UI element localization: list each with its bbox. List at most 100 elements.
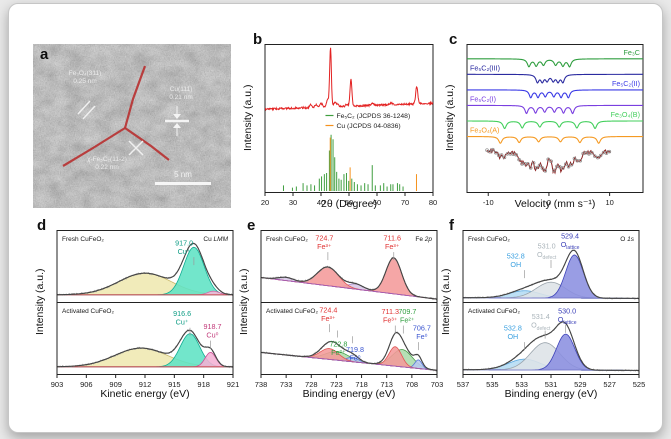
x-axis-label-e: Binding energy (eV) (302, 388, 396, 400)
svg-text:917.0: 917.0 (175, 239, 193, 248)
parallel-mark (82, 105, 96, 120)
svg-text:Fe₅C₂(III): Fe₅C₂(III) (470, 63, 500, 72)
svg-text:Cu⁺: Cu⁺ (176, 318, 189, 327)
svg-text:525: 525 (633, 380, 646, 389)
tem-annotation-line: 0.25 nm (73, 78, 97, 86)
svg-text:535: 535 (486, 380, 499, 389)
svg-text:906: 906 (80, 380, 93, 389)
svg-text:0: 0 (547, 198, 551, 207)
svg-text:537: 537 (457, 380, 470, 389)
svg-text:533: 533 (515, 380, 528, 389)
y-axis-label-d: Intensity (a.u.) (34, 268, 46, 336)
svg-text:703: 703 (431, 380, 444, 389)
svg-text:713: 713 (380, 380, 393, 389)
svg-text:Olattice: Olattice (558, 315, 577, 326)
svg-text:OH: OH (507, 332, 518, 341)
y-axis-label-e: Intensity (a.u.) (238, 268, 250, 336)
svg-text:Fe²⁺: Fe²⁺ (331, 348, 346, 357)
svg-text:529.4: 529.4 (561, 231, 579, 240)
x-axis-label-c: Velocity (mm s⁻¹) (514, 198, 596, 210)
svg-text:738: 738 (255, 380, 268, 389)
svg-text:Odefect: Odefect (531, 321, 551, 332)
svg-text:Fe⁰: Fe⁰ (349, 354, 360, 363)
svg-text:Fe₅C₂(I): Fe₅C₂(I) (470, 94, 496, 103)
svg-text:723: 723 (330, 380, 343, 389)
panel-letter-d: d (37, 217, 47, 234)
svg-text:50: 50 (345, 198, 353, 207)
tem-annotation-line: χ-Fe₅C₂(11-2) (87, 156, 127, 163)
panel-letter-f: f (449, 217, 454, 234)
svg-text:918: 918 (197, 380, 210, 389)
svg-text:733: 733 (280, 380, 293, 389)
svg-text:Cu⁺: Cu⁺ (178, 247, 191, 256)
svg-text:Fresh CuFeO₂: Fresh CuFeO₂ (468, 236, 510, 243)
grain-boundary-line (123, 65, 147, 129)
svg-text:918.7: 918.7 (203, 322, 221, 331)
svg-text:719.8: 719.8 (346, 345, 364, 354)
svg-text:903: 903 (51, 380, 64, 389)
svg-text:Cu⁰: Cu⁰ (206, 331, 218, 340)
svg-text:Activated CuFeO₂: Activated CuFeO₂ (266, 308, 318, 315)
svg-text:Fresh CuFeO₂: Fresh CuFeO₂ (266, 236, 308, 243)
svg-text:Fe²⁺: Fe²⁺ (400, 316, 415, 325)
svg-text:Fe₅C₂(II): Fe₅C₂(II) (612, 79, 640, 88)
svg-text:724.7: 724.7 (315, 234, 333, 243)
svg-text:Fe³⁺: Fe³⁺ (383, 316, 398, 325)
svg-text:OH: OH (510, 260, 521, 269)
svg-text:916.6: 916.6 (173, 309, 191, 318)
svg-text:711.3: 711.3 (382, 307, 399, 316)
panel-letter-a: a (40, 46, 49, 63)
grain-boundary-line (62, 127, 126, 167)
svg-text:O 1s: O 1s (620, 236, 634, 243)
svg-text:Fe₃C: Fe₃C (623, 48, 640, 57)
svg-text:Fe³⁺: Fe³⁺ (321, 314, 336, 323)
svg-text:Odefect: Odefect (537, 250, 557, 261)
y-axis-label-b: Intensity (a.u.) (242, 84, 254, 152)
o-1s-chart: Fresh CuFeO₂ O 1s532.8OH531.0Odefect529.4… (457, 230, 646, 389)
svg-text:Fe³⁺: Fe³⁺ (317, 242, 332, 251)
x-axis-label-b: 2θ (Degree) (320, 198, 378, 210)
svg-text:Activated CuFeO₂: Activated CuFeO₂ (468, 308, 520, 315)
cross-mark (128, 140, 144, 156)
tem-annotation-cu: Cu(111) 0.21 nm (151, 86, 211, 103)
svg-text:Fe³⁺: Fe³⁺ (385, 242, 400, 251)
scalebar (155, 182, 211, 185)
arrow-down-icon (173, 114, 181, 119)
svg-text:722.8: 722.8 (329, 339, 347, 348)
svg-text:531.0: 531.0 (538, 242, 556, 251)
svg-text:915: 915 (168, 380, 181, 389)
tem-overlay-graphics (33, 44, 231, 208)
svg-text:-10: -10 (483, 198, 494, 207)
svg-text:Cu (JCPDS 04-0836): Cu (JCPDS 04-0836) (336, 123, 400, 130)
svg-text:711.6: 711.6 (384, 234, 401, 243)
svg-text:70: 70 (401, 198, 409, 207)
xrd-chart: Fe₅C₂ (JCPDS 36-1248) Cu (JCPDS 04-0836) 2… (261, 44, 437, 207)
svg-text:531.4: 531.4 (532, 312, 550, 321)
svg-text:20: 20 (261, 198, 269, 207)
tem-annotation-line: Cu(111) (169, 86, 193, 93)
x-axis-label-d: Kinetic energy (eV) (100, 388, 190, 400)
svg-text:10: 10 (605, 198, 613, 207)
svg-text:30: 30 (289, 198, 297, 207)
svg-text:718: 718 (355, 380, 368, 389)
svg-text:706.7: 706.7 (413, 324, 431, 333)
svg-text:80: 80 (429, 198, 437, 207)
svg-text:912: 912 (139, 380, 152, 389)
panel-letter-e: e (247, 217, 256, 234)
svg-text:530.0: 530.0 (558, 306, 576, 315)
svg-text:529: 529 (574, 380, 587, 389)
svg-text:Fe₃O₄(A): Fe₃O₄(A) (470, 126, 499, 135)
svg-text:Fe₃O₄(B): Fe₃O₄(B) (611, 110, 640, 119)
svg-text:532.8: 532.8 (507, 252, 525, 261)
svg-text:909: 909 (109, 380, 122, 389)
panel-a-tem-image: a Fe₃O₄(311) 0.25 nm Cu(111) 0.21 nm χ-F… (33, 44, 231, 208)
tem-annotation-line: Fe₃O₄(311) (68, 70, 102, 77)
panel-letter-c: c (449, 31, 458, 48)
parallel-mark (77, 100, 91, 115)
arrow-up-icon (173, 123, 181, 128)
svg-text:Cu LMM: Cu LMM (203, 236, 228, 243)
tem-annotation-line: 0.21 nm (169, 94, 193, 102)
grain-boundary-line (124, 127, 170, 161)
svg-text:60: 60 (373, 198, 381, 207)
